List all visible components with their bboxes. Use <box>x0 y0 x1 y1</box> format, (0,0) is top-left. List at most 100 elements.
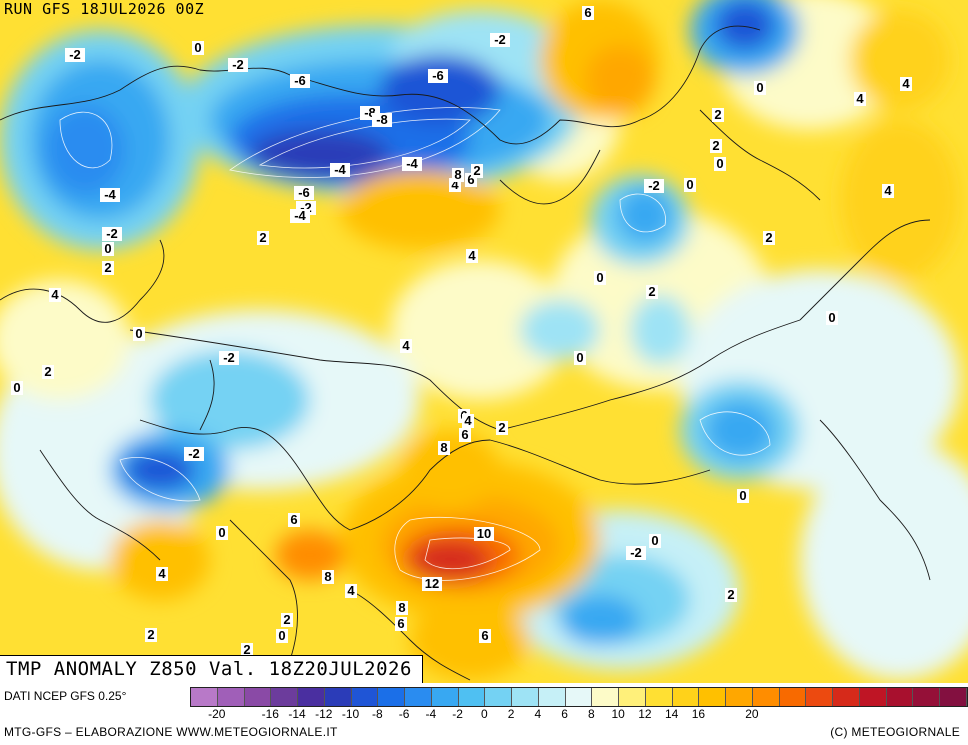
contour-label: 0 <box>651 533 658 548</box>
contour-lines <box>59 107 771 581</box>
color-scale-label: -6 <box>398 707 410 721</box>
color-scale-cell <box>351 688 379 706</box>
contour-label: 2 <box>44 364 51 379</box>
color-scale-label: -4 <box>425 707 437 721</box>
contour-label-bg <box>471 164 483 178</box>
contour-label: 4 <box>902 76 910 91</box>
contour-label: 0 <box>194 40 201 55</box>
contour-label-bg <box>49 288 61 302</box>
contour-label: -6 <box>298 185 310 200</box>
contour-label: 4 <box>884 183 892 198</box>
contour-label-bg <box>102 242 114 256</box>
data-source: DATI NCEP GFS 0.25° <box>4 689 127 703</box>
contour-label: 2 <box>765 230 772 245</box>
contour-label: -2 <box>300 200 312 215</box>
contour-label: 0 <box>828 310 835 325</box>
contour-label: 0 <box>686 177 693 192</box>
color-scale-cell <box>886 688 914 706</box>
anomaly-blobs <box>0 0 968 680</box>
color-scale-label: -14 <box>288 707 306 721</box>
contour-label: 4 <box>158 566 166 581</box>
contour-label-bg <box>422 577 442 591</box>
contour-label-bg <box>712 108 724 122</box>
contour-label: 0 <box>218 525 225 540</box>
color-scale-label: 20 <box>745 707 759 721</box>
contour-label-bg <box>626 546 646 560</box>
contour-label-bg <box>402 157 422 171</box>
color-scale-cell <box>645 688 673 706</box>
color-scale <box>190 687 968 707</box>
contour-label: 2 <box>714 107 721 122</box>
contour-label: 0 <box>716 156 723 171</box>
color-scale-label: 14 <box>664 707 679 721</box>
contour-label-bg <box>294 186 314 200</box>
contour-label-bg <box>156 567 168 581</box>
contour-label: -2 <box>223 350 235 365</box>
contour-label: -2 <box>630 545 642 560</box>
contour-label: 2 <box>727 587 734 602</box>
footer: DATI NCEP GFS 0.25° -20 -16 -14 -12 -10 -8 -6-… <box>0 683 968 745</box>
contour-label-bg <box>276 629 288 643</box>
contour-label-bg <box>290 209 310 223</box>
contour-label-bg <box>854 92 866 106</box>
color-scale-cell <box>833 688 860 706</box>
color-scale-cell <box>592 688 619 706</box>
contour-label: -6 <box>432 68 444 83</box>
contour-label: 2 <box>712 138 719 153</box>
contour-label-bg <box>737 489 749 503</box>
contour-label-bg <box>65 48 85 62</box>
color-scale-cell <box>619 688 646 706</box>
contour-label: -4 <box>334 162 346 177</box>
contour-label-bg <box>644 179 664 193</box>
color-scale-label: 10 <box>611 707 625 721</box>
color-scale-cell <box>913 688 940 706</box>
color-scale-cell <box>244 688 272 706</box>
contour-label-bg <box>42 365 54 379</box>
color-scale-cell <box>779 688 807 706</box>
color-scale-label: 2 <box>507 707 515 721</box>
contour-label-bg <box>216 526 228 540</box>
contour-label-bg <box>582 6 594 20</box>
color-scale-cell <box>431 688 459 706</box>
contour-label-bg <box>710 139 722 153</box>
contour-label-bg <box>826 311 838 325</box>
contour-label: 10 <box>477 526 491 541</box>
color-scale-cell <box>752 688 780 706</box>
contour-label: 0 <box>576 350 583 365</box>
temperature-anomaly-field: -2 0-2-4-6 -6-8 -8-6-4-20624420-2-4-2022442… <box>0 0 968 683</box>
contour-label: 0 <box>756 80 763 95</box>
color-scale-label: 16 <box>691 707 706 721</box>
contour-label-bg <box>11 381 23 395</box>
contour-label: 2 <box>147 627 154 642</box>
contour-label: -8 <box>376 112 388 127</box>
contour-label: 6 <box>397 616 404 631</box>
contour-label-bg <box>145 628 157 642</box>
color-scale-label: -20 <box>208 707 226 721</box>
contour-label: 8 <box>398 600 405 615</box>
color-scale-label: -8 <box>371 707 383 721</box>
color-scale-cell <box>191 688 218 706</box>
contour-label: -2 <box>188 446 200 461</box>
contour-label-bg <box>882 184 894 198</box>
contour-label-bg <box>490 33 510 47</box>
contour-label-bg <box>574 351 586 365</box>
color-scale-cell <box>672 688 700 706</box>
copyright-text: (C) METEOGIORNALE <box>830 725 960 739</box>
color-scale-cell <box>940 688 967 706</box>
anomaly-map: -2 0 -2 -4 -6 -6 -8 -8 -6 -4 -2 0 6 2 4 4 2 0 -2 -4 -2 0 2 2 4 4 2… <box>0 0 968 683</box>
contour-label-bg <box>372 113 392 127</box>
credit-text: MTG-GFS – ELABORAZIONE WWW.METEOGIORNALE… <box>4 725 338 739</box>
contour-label: 8 <box>324 569 331 584</box>
map-title: TMP ANOMALY Z850 Val. 18Z20JUL2026 <box>0 655 423 683</box>
contour-label-bg <box>102 227 122 241</box>
contour-label-bg <box>900 77 912 91</box>
contour-label-bg <box>763 231 775 245</box>
contour-label-bg <box>281 613 293 627</box>
contour-label: 6 <box>467 172 474 187</box>
color-scale-label: 0 <box>481 707 488 721</box>
color-scale-cell <box>859 688 887 706</box>
contour-label-bg <box>100 188 120 202</box>
contour-label: 4 <box>51 287 59 302</box>
contour-label-bg <box>462 414 474 428</box>
contour-label-bg <box>474 527 494 541</box>
